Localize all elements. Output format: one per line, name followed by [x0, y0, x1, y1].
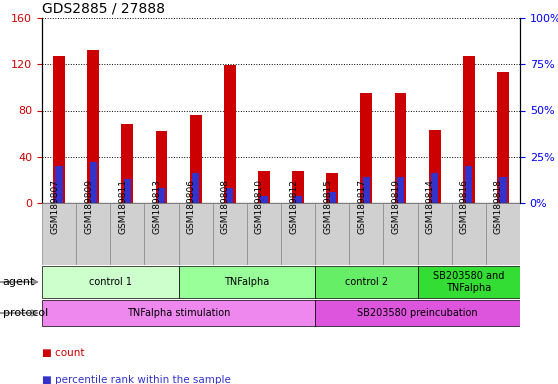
Bar	[145, 203, 179, 265]
Text: control 1: control 1	[89, 277, 132, 287]
Bar	[226, 188, 233, 203]
Bar	[463, 56, 475, 203]
Text: GSM189818: GSM189818	[494, 179, 503, 233]
Bar	[110, 203, 145, 265]
Bar	[76, 203, 110, 265]
Text: GSM189817: GSM189817	[357, 179, 367, 233]
Bar	[329, 192, 336, 203]
Bar	[395, 93, 406, 203]
Bar	[315, 266, 417, 298]
Text: GSM189819: GSM189819	[392, 179, 401, 233]
Bar	[486, 203, 520, 265]
Bar	[42, 266, 179, 298]
Bar	[224, 65, 236, 203]
Bar	[465, 166, 473, 203]
Bar	[53, 56, 65, 203]
Text: agent: agent	[3, 277, 35, 287]
Text: TNFalpha stimulation: TNFalpha stimulation	[127, 308, 230, 318]
Bar	[281, 203, 315, 265]
Bar	[326, 173, 338, 203]
Text: SB203580 preincubation: SB203580 preincubation	[357, 308, 478, 318]
Text: GSM189814: GSM189814	[426, 179, 435, 233]
Bar	[295, 195, 302, 203]
Text: SB203580 and
TNFalpha: SB203580 and TNFalpha	[433, 271, 504, 293]
Text: control 2: control 2	[345, 277, 388, 287]
Text: GSM189816: GSM189816	[460, 179, 469, 233]
Text: ■ count: ■ count	[42, 348, 84, 358]
Text: GSM189813: GSM189813	[152, 179, 161, 233]
Text: GSM189808: GSM189808	[221, 179, 230, 233]
Bar	[349, 203, 383, 265]
Bar	[497, 72, 509, 203]
Text: GSM189811: GSM189811	[118, 179, 127, 233]
Bar	[179, 203, 213, 265]
Bar	[315, 300, 520, 326]
Bar	[499, 177, 507, 203]
Bar	[124, 179, 131, 203]
Bar	[258, 170, 270, 203]
Text: GSM189812: GSM189812	[289, 179, 298, 233]
Bar	[122, 124, 133, 203]
Bar	[452, 203, 486, 265]
Bar	[190, 115, 201, 203]
Text: GDS2885 / 27888: GDS2885 / 27888	[41, 2, 165, 15]
Bar	[192, 174, 199, 203]
Bar	[429, 130, 441, 203]
Text: GSM189807: GSM189807	[50, 179, 59, 233]
Text: GSM189806: GSM189806	[186, 179, 196, 233]
Bar	[363, 177, 370, 203]
Bar	[158, 188, 165, 203]
Bar	[55, 166, 62, 203]
Bar	[292, 170, 304, 203]
Bar	[90, 162, 97, 203]
Bar	[417, 266, 520, 298]
Text: protocol: protocol	[3, 308, 48, 318]
Text: GSM189815: GSM189815	[323, 179, 332, 233]
Bar	[87, 50, 99, 203]
Bar	[431, 174, 438, 203]
Bar	[156, 131, 167, 203]
Bar	[315, 203, 349, 265]
Bar	[42, 203, 76, 265]
Bar	[360, 93, 372, 203]
Bar	[42, 300, 315, 326]
Text: ■ percentile rank within the sample: ■ percentile rank within the sample	[42, 375, 231, 384]
Text: TNFalpha: TNFalpha	[224, 277, 270, 287]
Text: GSM189809: GSM189809	[84, 179, 93, 233]
Bar	[397, 177, 404, 203]
Bar	[383, 203, 417, 265]
Bar	[247, 203, 281, 265]
Bar	[213, 203, 247, 265]
Bar	[261, 195, 267, 203]
Bar	[179, 266, 315, 298]
Bar	[417, 203, 452, 265]
Text: GSM189810: GSM189810	[255, 179, 264, 233]
